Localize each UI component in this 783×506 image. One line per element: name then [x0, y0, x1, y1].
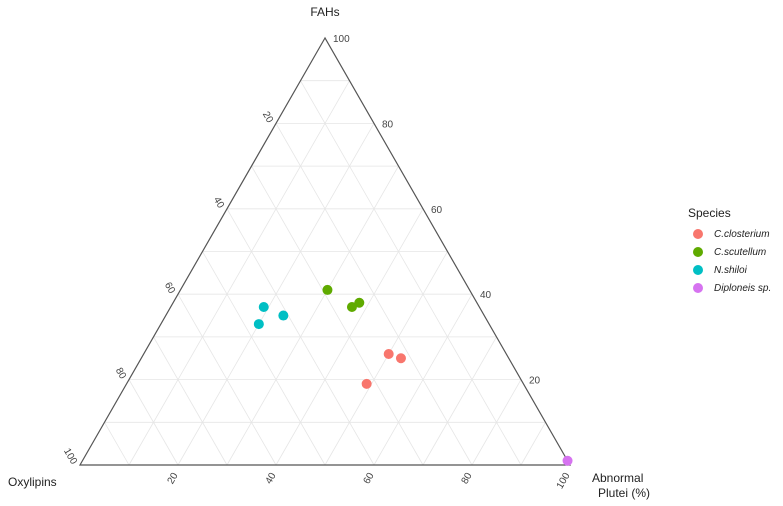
legend-swatch: [693, 283, 703, 293]
point-diploneis-sp-1: [562, 455, 573, 466]
gridline-oxylipins-10: [300, 80, 522, 466]
gridline-oxylipins-30: [251, 165, 424, 466]
tick-label-oxylipins: 40: [211, 195, 226, 211]
gridline-abnormal-80: [471, 379, 522, 466]
legend: Species C.closterium C.scutellum N.shilo…: [688, 206, 771, 297]
tick-label-abnormal: 60: [362, 471, 377, 487]
gridline-oxylipins-80: [128, 379, 179, 466]
tick-label-oxylipins: 60: [162, 281, 177, 297]
vertex-label-abnormal-line2: Plutei (%): [598, 486, 650, 500]
gridline-oxylipins-70: [153, 336, 228, 466]
point-c-closterium-1: [361, 378, 372, 389]
tick-label-fahs: 20: [529, 376, 541, 387]
tick-label-oxylipins: 100: [61, 447, 79, 467]
legend-swatch: [693, 247, 703, 257]
tick-label-fahs: 80: [382, 119, 394, 130]
legend-label: N.shiloi: [714, 264, 747, 276]
data-points: [253, 284, 573, 466]
tick-label-oxylipins: 20: [260, 110, 275, 126]
legend-label: Diploneis sp.: [714, 282, 772, 294]
gridline-abnormal-70: [422, 336, 497, 466]
point-c-scutellum-1: [322, 284, 333, 295]
vertex-label-oxylipins: Oxylipins: [8, 475, 57, 489]
tick-label-abnormal: 80: [460, 471, 475, 487]
tick-label-abnormal: 100: [555, 471, 573, 491]
legend-swatch: [693, 265, 703, 275]
tick-label-fahs: 60: [431, 205, 443, 216]
legend-item-n-shiloi: N.shiloi: [688, 261, 771, 279]
point-n-shiloi-1: [258, 302, 269, 313]
gridline-abnormal-60: [373, 294, 473, 466]
tick-label-fahs: 100: [333, 34, 350, 45]
gridline-oxylipins-90: [104, 422, 130, 466]
legend-swatch: [693, 229, 703, 239]
axes: [78, 36, 572, 466]
point-c-closterium-3: [395, 353, 406, 364]
tick-label-oxylipins: 80: [113, 366, 128, 382]
tick-label-abnormal: 40: [264, 471, 279, 487]
vertex-label-abnormal-line1: Abnormal: [592, 471, 643, 485]
legend-item-c-closterium: C.closterium: [688, 225, 771, 243]
point-c-scutellum-3: [354, 297, 365, 308]
legend-item-diploneis-sp: Diploneis sp.: [688, 279, 771, 297]
tick-label-fahs: 40: [480, 290, 492, 301]
tick-label-abnormal: 20: [166, 471, 181, 487]
triangle-border: [78, 36, 572, 466]
gridline-abnormal-30: [226, 165, 399, 466]
legend-label: C.closterium: [714, 228, 770, 240]
point-c-closterium-2: [383, 348, 394, 359]
legend-label: C.scutellum: [714, 246, 767, 258]
gridline-oxylipins-50: [202, 251, 326, 466]
legend-item-c-scutellum: C.scutellum: [688, 243, 771, 261]
grid: [104, 80, 546, 466]
point-n-shiloi-3: [253, 319, 264, 330]
point-c-scutellum-2: [346, 302, 357, 313]
point-n-shiloi-2: [278, 310, 289, 321]
gridline-abnormal-10: [128, 80, 350, 466]
tick-labels: 20 20 20 40 40 40 60 60 60 80 80 80 100 100 100: [61, 34, 573, 491]
gridline-oxylipins-60: [177, 294, 277, 466]
vertex-label-fahs: FAHs: [310, 5, 339, 19]
legend-title: Species: [688, 206, 731, 220]
gridline-abnormal-90: [520, 422, 546, 466]
